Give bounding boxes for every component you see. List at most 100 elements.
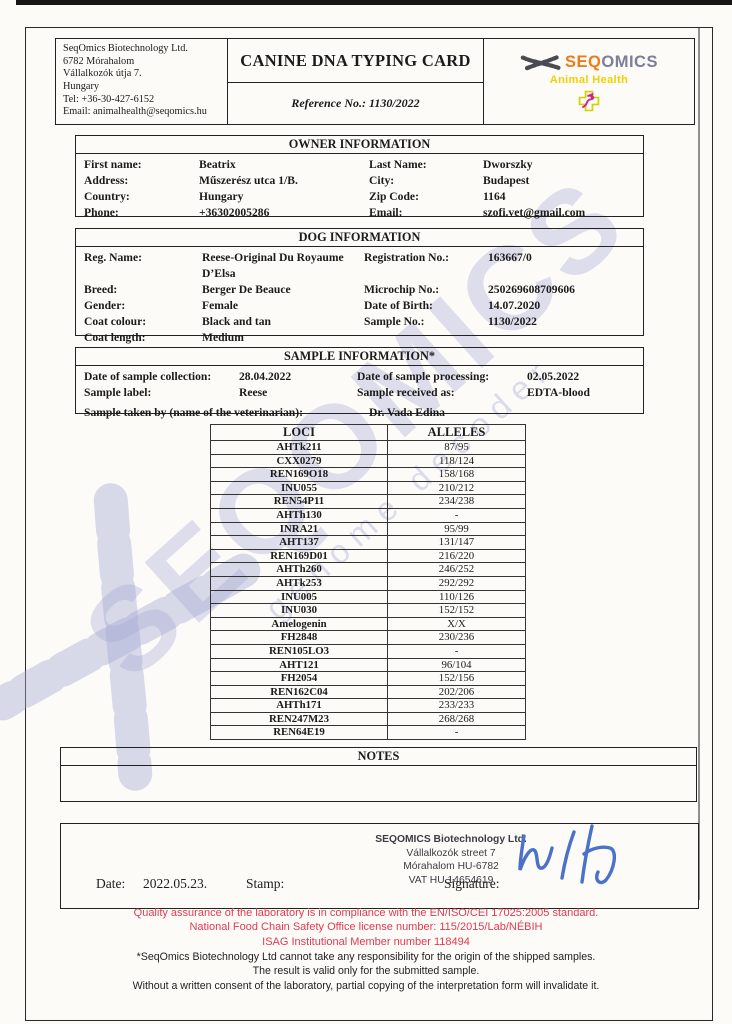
field-value: Medium	[202, 330, 244, 344]
locus-cell: AHTk211	[210, 440, 388, 455]
company-address-line: Email: animalhealth@seqomics.hu	[63, 106, 207, 118]
allele-row: CXX0279 118/124	[210, 453, 526, 469]
field-label: Sample No.:	[364, 314, 425, 328]
field-label: First name:	[84, 158, 142, 171]
field-value: szofi.vet@gmail.com	[483, 205, 586, 219]
seqomics-logo: SEQOMICS Animal Health	[484, 39, 694, 124]
field-value: Berger De Beauce	[202, 282, 291, 296]
allele-cell: -	[387, 643, 526, 659]
field-label: Sample received as:	[357, 385, 455, 399]
locus-cell: AHTh171	[210, 698, 388, 713]
locus-cell: FH2848	[210, 630, 388, 645]
dog-information-box: DOG INFORMATION Reg. Name: Reese-Original…	[75, 228, 644, 344]
sample-section-title: SAMPLE INFORMATION*	[76, 348, 643, 366]
notes-box: NOTES	[60, 747, 697, 802]
allele-row: INRA21 95/99	[210, 521, 526, 537]
owner-fields: First name: Beatrix Last Name: Dworszky Addr…	[76, 154, 643, 223]
locus-cell: AHTh260	[210, 562, 388, 577]
field-label: City:	[369, 173, 395, 187]
locus-cell: INU005	[210, 589, 388, 605]
field-value: Hungary	[199, 189, 244, 203]
allele-row: REN169O18 158/168	[210, 467, 526, 482]
allele-cell: 202/206	[387, 684, 526, 700]
field-value: EDTA-blood	[527, 385, 590, 399]
field-value: 02.05.2022	[527, 370, 580, 383]
company-stamp: SEQOMICS Biotechnology Ltd. Vállalkozók s…	[316, 833, 586, 887]
field-label: Date of sample processing:	[357, 370, 490, 383]
stamp-line: SEQOMICS Biotechnology Ltd.	[375, 834, 527, 845]
allele-cell: 292/292	[387, 575, 526, 591]
field-label: Registration No.:	[364, 251, 450, 264]
signature-label: Signature:	[444, 876, 500, 891]
cross-dna-icon	[578, 90, 600, 111]
allele-row: Amelogenin X/X	[210, 616, 526, 632]
field-value: Műszerész utca 1/B.	[199, 173, 298, 187]
date-value: 2022.05.23.	[143, 876, 208, 891]
field-label: Email:	[369, 205, 403, 219]
allele-cell: 210/212	[387, 480, 526, 496]
notes-title: NOTES	[61, 748, 696, 766]
allele-cell: 87/95	[387, 440, 526, 455]
company-address-line: SeqOmics Biotechnology Ltd.	[63, 43, 188, 54]
scan-edge-top	[16, 0, 732, 5]
field-value: 1130/2022	[488, 314, 537, 328]
scan-edge-right	[698, 28, 700, 900]
locus-cell: REN54P11	[210, 494, 388, 509]
field-value: Black and tan	[202, 314, 271, 328]
sample-information-box: SAMPLE INFORMATION* Date of sample colle…	[75, 347, 644, 419]
company-address-line: Tel: +36-30-427-6152	[63, 93, 155, 105]
allele-row: INU005 110/126	[210, 589, 526, 605]
allele-cell: 110/126	[387, 589, 526, 605]
field-label	[364, 330, 488, 346]
field-label: Country:	[84, 189, 130, 203]
allele-row: FH2848 230/236	[210, 630, 526, 645]
disclaimer-line: The result is valid only for the submitt…	[252, 965, 480, 978]
allele-cell: X/X	[387, 616, 526, 632]
locus-cell: AHT137	[210, 535, 388, 550]
allele-row: REN105LO3-	[210, 643, 526, 659]
field-value: Reese	[239, 385, 268, 399]
locus-cell: FH2054	[210, 671, 388, 686]
compliance-line: ISAG Institutional Member number 118494	[262, 935, 470, 948]
reference-number: Reference No.: 1130/2022	[291, 96, 420, 111]
field-value: 250269608709606	[488, 282, 575, 296]
field-value: 14.07.2020	[488, 298, 541, 312]
sample-taken-by-row: Sample taken by (name of the veterinaria…	[76, 403, 643, 421]
allele-row: INU055 210/212	[210, 480, 526, 496]
field-value: Beatrix	[199, 158, 236, 171]
field-label: Phone:	[84, 205, 119, 219]
compliance-line: National Food Chain Safety Office licens…	[189, 921, 543, 934]
allele-cell: 216/220	[387, 548, 526, 564]
allele-row: AHTh171 233/233	[210, 698, 526, 713]
field-value: 1164	[483, 189, 506, 203]
locus-cell: INRA21	[210, 521, 388, 537]
stamp-line: VAT HU 14654619	[408, 874, 494, 886]
field-label: Reg. Name:	[84, 251, 142, 264]
field-label: Zip Code:	[369, 189, 419, 203]
locus-cell: INU055	[210, 480, 388, 496]
allele-row: AHT121 96/104	[210, 657, 526, 673]
company-address-line: Hungary	[63, 80, 100, 92]
field-value: 28.04.2022	[239, 370, 292, 383]
field-label: Sample label:	[84, 385, 152, 399]
allele-cell: 246/252	[387, 562, 526, 577]
disclaimer-notes: *SeqOmics Biotechnology Ltd cannot take …	[0, 950, 732, 993]
dog-section-title: DOG INFORMATION	[76, 229, 643, 247]
allele-cell: -	[387, 725, 526, 741]
allele-row: REN64E19-	[210, 725, 526, 741]
locus-cell: REN247M23	[210, 711, 388, 727]
allele-row: REN169D01 216/220	[210, 548, 526, 564]
locus-cell: REN64E19	[210, 725, 388, 741]
field-value: +36302005286	[199, 205, 270, 219]
field-label: Microchip No.:	[364, 282, 440, 296]
logo-tagline: Animal Health	[549, 73, 629, 86]
allele-cell: 233/233	[387, 698, 526, 713]
field-label: Coat length:	[84, 330, 146, 344]
dog-fields: Reg. Name: Reese-Original Du Royaume D’El…	[76, 247, 643, 348]
company-address-block: SeqOmics Biotechnology Ltd. 6782 Mórahalo…	[56, 39, 228, 124]
locus-cell: CXX0279	[210, 453, 388, 469]
allele-cell: 96/104	[387, 657, 526, 673]
disclaimer-line: Without a written consent of the laborat…	[132, 979, 600, 992]
field-label: Date of sample collection:	[84, 370, 212, 383]
